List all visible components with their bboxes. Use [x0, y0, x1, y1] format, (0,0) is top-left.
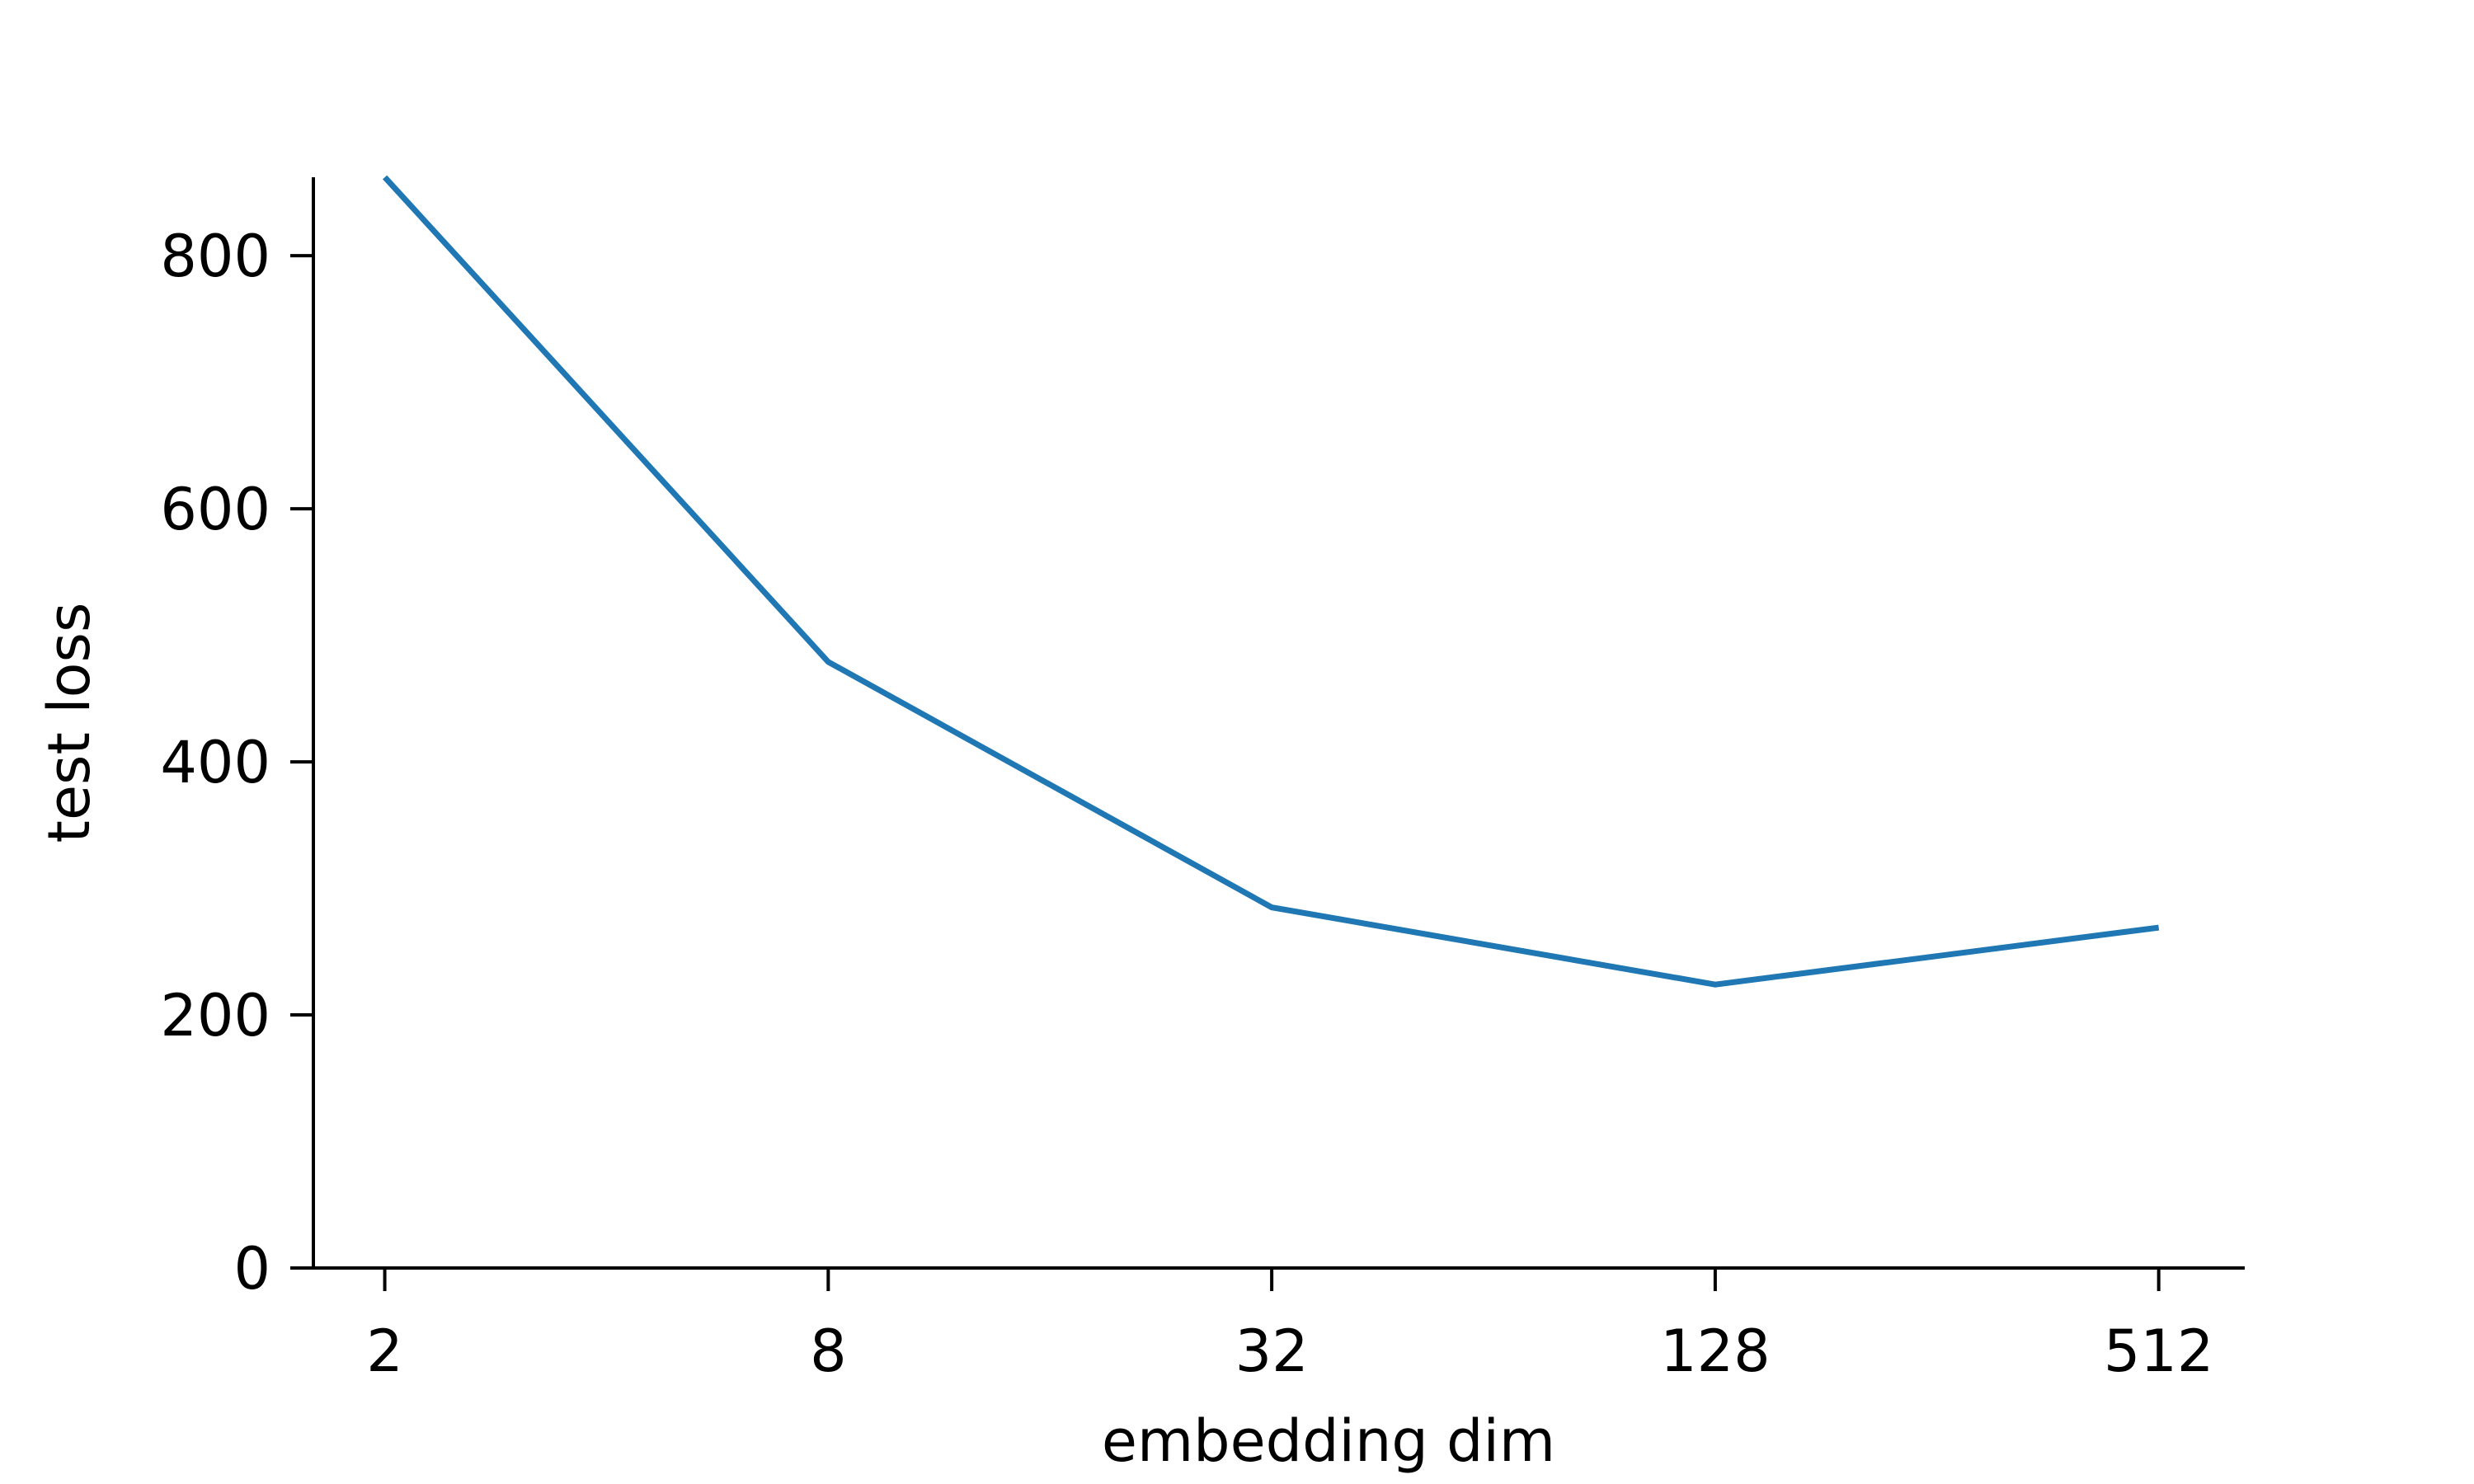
- x-axis-title: embedding dim: [1102, 1407, 1555, 1475]
- y-tick-label: 600: [160, 476, 270, 543]
- x-tick-label: 512: [2104, 1317, 2214, 1385]
- y-tick-label: 400: [160, 729, 270, 796]
- y-tick-label: 800: [160, 223, 270, 290]
- y-tick-label: 0: [233, 1235, 270, 1303]
- y-ticks: 0 200 400 600 800: [160, 223, 313, 1303]
- x-ticks: 2 8 32 128 512: [366, 1268, 2213, 1385]
- plot-area: [383, 175, 2160, 988]
- axes: [312, 177, 2245, 1270]
- y-tick-label: 200: [160, 982, 270, 1050]
- x-tick-label: 32: [1235, 1317, 1309, 1385]
- x-tick-label: 8: [810, 1317, 847, 1385]
- x-tick-label: 2: [366, 1317, 403, 1385]
- x-tick-label: 128: [1660, 1317, 1771, 1385]
- y-axis-title: test loss: [35, 603, 103, 843]
- series-line-0: [383, 175, 2160, 988]
